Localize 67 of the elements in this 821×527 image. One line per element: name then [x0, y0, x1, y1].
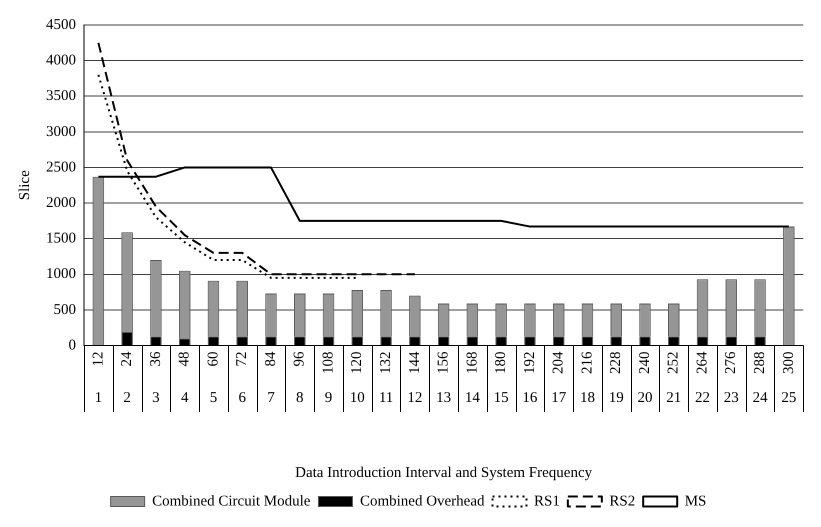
x2-tick-label: 24 [752, 390, 768, 406]
x-tick-label: 144 [406, 351, 423, 374]
x2-tick-label: 3 [152, 390, 160, 406]
x2-tick-label: 25 [781, 390, 796, 406]
x-tick-label: 276 [723, 351, 740, 374]
x2-tick-label: 20 [637, 390, 652, 406]
x2-tick-label: 15 [494, 390, 509, 406]
x-tick-label: 132 [378, 352, 394, 374]
y-tick-label: 4500 [46, 16, 76, 33]
x-tick-label: 228 [608, 352, 624, 374]
x2-tick-label: 13 [436, 390, 452, 406]
y-tick-label: 2000 [46, 194, 76, 211]
x2-tick-label: 7 [267, 390, 276, 406]
y-tick-label: 1500 [46, 230, 76, 247]
x-tick-label: 72 [234, 352, 250, 366]
y-tick-label: 0 [68, 337, 76, 354]
x2-tick-label: 9 [324, 390, 332, 406]
x2-tick-label: 6 [238, 390, 246, 406]
x-tick-label: 264 [694, 351, 710, 374]
x-tick-label: 180 [493, 352, 510, 374]
legend-label: Combined Overhead [360, 493, 485, 510]
x-tick-label: 96 [292, 351, 308, 366]
x-tick-label: 168 [464, 352, 480, 374]
y-tick-label: 3500 [46, 88, 76, 104]
x-tick-label: 204 [550, 351, 567, 374]
x2-tick-label: 19 [608, 390, 624, 406]
x-tick-label: 60 [205, 352, 222, 366]
y-tick-label: 1000 [46, 266, 76, 282]
legend-label: MS [684, 493, 706, 510]
legend-label: Combined Circuit Module [152, 493, 311, 510]
x-tick-label: 156 [436, 351, 452, 374]
x2-tick-label: 17 [551, 390, 567, 406]
y-tick-label: 4000 [46, 52, 76, 69]
x2-tick-label: 10 [350, 390, 365, 406]
y-tick-label: 3000 [46, 124, 76, 140]
y-axis-title: Slice [16, 170, 33, 200]
x2-tick-label: 5 [210, 390, 218, 406]
x2-tick-label: 2 [123, 390, 131, 406]
x-axis-title: Data Introduction Interval and System Frequency [295, 464, 593, 481]
x-tick-label: 252 [666, 352, 682, 374]
x-tick-label: 300 [780, 352, 797, 374]
x-tick-label: 48 [176, 352, 193, 366]
x2-tick-label: 11 [378, 390, 394, 406]
y-tick-label: 500 [54, 302, 76, 318]
x-tick-label: 84 [262, 351, 279, 366]
x2-tick-label: 16 [522, 390, 538, 406]
x-tick-label: 216 [579, 351, 596, 374]
x2-tick-label: 18 [580, 390, 595, 406]
x2-tick-label: 23 [724, 390, 739, 406]
x-tick-label: 24 [119, 351, 136, 366]
x2-tick-label: 22 [695, 390, 710, 406]
x2-tick-label: 21 [666, 390, 682, 406]
legend-label: RS1 [534, 493, 560, 510]
legend-label: RS2 [609, 493, 636, 510]
x2-tick-label: 12 [407, 390, 422, 406]
x-tick-label: 36 [148, 351, 164, 366]
x2-tick-label: 8 [296, 390, 304, 406]
x-tick-label: 240 [636, 352, 653, 374]
x-tick-label: 12 [90, 352, 106, 366]
x2-tick-label: 14 [464, 390, 480, 406]
x-tick-label: 108 [320, 352, 336, 374]
x-tick-label: 288 [752, 352, 768, 374]
x2-tick-label: 4 [180, 390, 189, 406]
x-tick-label: 192 [522, 352, 538, 374]
y-tick-label: 2500 [46, 159, 76, 176]
x2-tick-label: 1 [94, 390, 102, 406]
x-tick-label: 120 [349, 352, 366, 374]
